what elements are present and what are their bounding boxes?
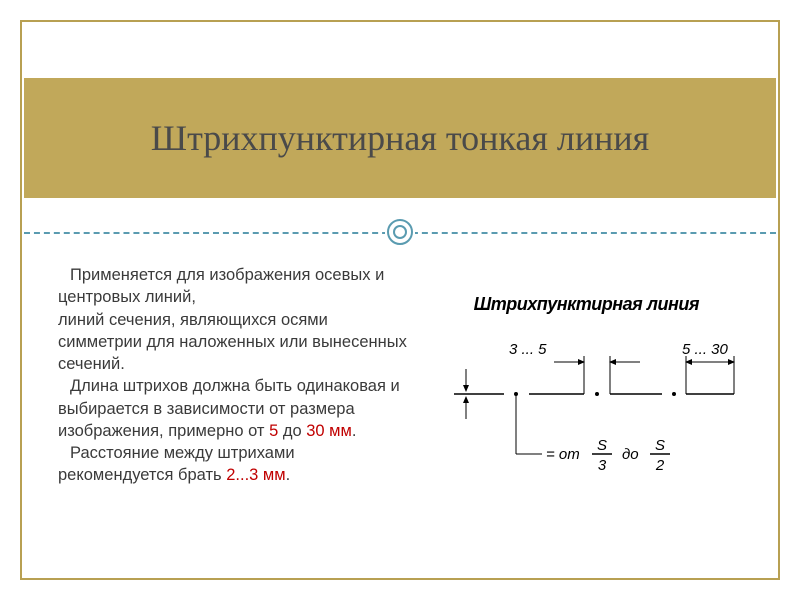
p2-val2: 30 мм xyxy=(306,422,352,440)
frac2-bot: 2 xyxy=(655,457,665,474)
slide-frame: Штрихпунктирная тонкая линия Применяется… xyxy=(20,20,780,580)
p2-val1: 5 xyxy=(269,422,278,440)
frac1-top: S xyxy=(597,437,607,454)
title-band: Штрихпунктирная тонкая линия xyxy=(24,78,776,198)
frac2-top: S xyxy=(655,437,665,454)
separator-ornament xyxy=(385,217,415,247)
diagram-title: Штрихпунктирная линия xyxy=(474,294,699,315)
p1a: Применяется для изображения осевых и цен… xyxy=(58,266,384,306)
content-area: Применяется для изображения осевых и цен… xyxy=(58,264,742,548)
frac1-bot: 3 xyxy=(598,457,607,474)
body-text: Применяется для изображения осевых и цен… xyxy=(58,264,414,548)
diagram-svg: 3 ... 5 5 ... 30 xyxy=(434,334,754,494)
diagram: Штрихпунктирная линия xyxy=(434,264,742,548)
p3-val: 2...3 мм xyxy=(226,466,285,484)
p2-end: . xyxy=(352,422,357,440)
p2-mid: до xyxy=(278,422,306,440)
formula-mid: до xyxy=(622,446,639,463)
p3-end: . xyxy=(286,466,291,484)
p1b: линий сечения, являющихся осями симметри… xyxy=(58,311,407,374)
slide-title: Штрихпунктирная тонкая линия xyxy=(151,117,649,159)
formula-prefix: = от xyxy=(546,446,580,463)
dash-label: 5 ... 30 xyxy=(682,341,729,358)
gap-label: 3 ... 5 xyxy=(509,341,547,358)
